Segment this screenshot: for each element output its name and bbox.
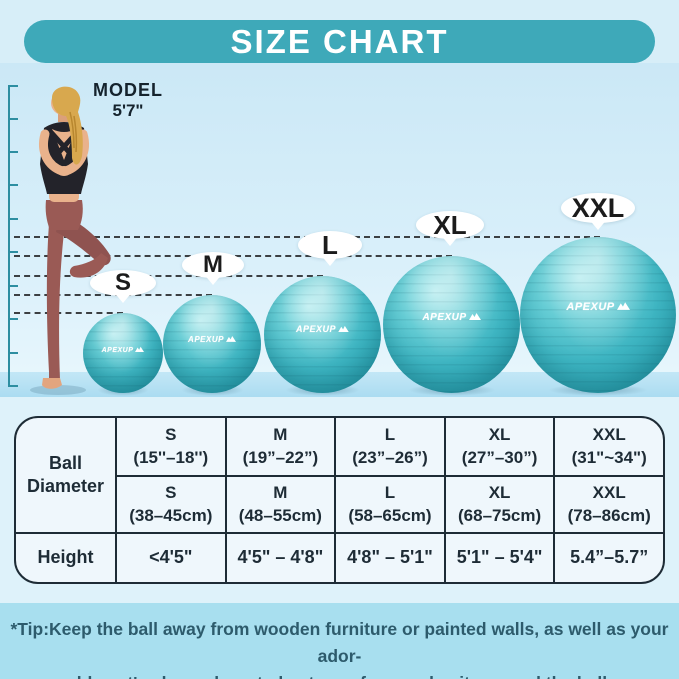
size-label: S — [114, 269, 131, 296]
brand-logo: APEXUP — [163, 335, 261, 344]
page-title: SIZE CHART — [230, 22, 449, 60]
tip-note: *Tip:Keep the ball away from wooden furn… — [0, 603, 679, 679]
tip-line1: *Tip:Keep the ball away from wooden furn… — [10, 619, 669, 667]
cell-m-cm: M (48–55cm) — [224, 475, 335, 532]
size-label: L — [322, 229, 338, 260]
ball-label-bubble-l: L — [298, 229, 362, 260]
size-name: M — [273, 425, 288, 445]
cell-xxl-cm: XXL (78–86cm) — [553, 475, 663, 532]
mountain-icon — [225, 336, 236, 343]
cm-range: (48–55cm) — [238, 505, 322, 525]
ball-label-bubble-m: M — [182, 251, 244, 278]
cell-s-cm: S (38–45cm) — [115, 475, 225, 532]
cm-range: (78–86cm) — [567, 505, 651, 525]
cm-range: (68–75cm) — [458, 505, 542, 525]
model-photo — [30, 86, 111, 395]
mountain-icon — [616, 302, 630, 310]
height-ruler — [8, 85, 18, 387]
brand-logo-text: APEXUP — [101, 346, 134, 354]
cm-range: (38–45cm) — [129, 505, 213, 525]
brand-logo: APEXUP — [264, 324, 381, 334]
brand-logo: APEXUP — [383, 312, 520, 323]
mountain-icon — [468, 313, 481, 321]
ball-label-bubble-xxl: XXL — [561, 193, 635, 223]
cell-l-inch: L (23”–26”) — [334, 418, 444, 475]
inch-range: (23”–26”) — [352, 447, 428, 467]
ball-label-bubble-s: S — [90, 269, 156, 296]
ball-l: APEXUP — [264, 276, 381, 393]
cell-xl-inch: XL (27”–30”) — [443, 418, 554, 475]
model-label-line1: MODEL — [93, 80, 163, 100]
cell-s-height: <4'5" — [115, 532, 225, 582]
ball-label-bubble-xl: XL — [416, 209, 484, 240]
size-label: XXL — [571, 192, 625, 223]
cm-range: (58–65cm) — [348, 505, 432, 525]
size-name: XL — [488, 425, 511, 445]
brand-logo: APEXUP — [520, 301, 676, 313]
cell-xl-height: 5'1" – 5'4" — [443, 532, 554, 582]
size-name: M — [273, 483, 288, 503]
guideline-l — [14, 275, 323, 277]
size-table: Ball Diameter S (15''–18'') M (19”–22”) … — [14, 416, 665, 584]
model-height-label: MODEL 5'7" — [83, 80, 173, 120]
size-name: XXL — [592, 483, 626, 503]
title-banner: SIZE CHART — [24, 20, 655, 63]
size-name: L — [384, 425, 396, 445]
mountain-icon — [135, 346, 145, 352]
size-name: S — [165, 483, 177, 503]
cell-m-height: 4'5" – 4'8" — [224, 532, 335, 582]
size-label: M — [203, 251, 223, 278]
cell-xl-cm: XL (68–75cm) — [443, 475, 554, 532]
cell-l-height: 4'8" – 5'1" — [334, 532, 444, 582]
mountain-icon — [338, 325, 349, 332]
ball-xl: APEXUP — [383, 256, 520, 393]
height-header-cell: Height — [16, 532, 115, 582]
inch-range: (27”–30”) — [461, 447, 538, 467]
cell-s-inch: S (15''–18'') — [115, 418, 225, 475]
cell-xxl-height: 5.4”–5.7” — [553, 532, 663, 582]
size-name: L — [384, 483, 396, 503]
table-section: Ball Diameter S (15''–18'') M (19”–22”) … — [0, 397, 679, 603]
size-label: XL — [433, 209, 467, 240]
size-name: S — [165, 425, 177, 445]
inch-range: (31"~34") — [571, 447, 647, 467]
diameter-header-cell: Ball Diameter — [26, 452, 105, 496]
cell-l-cm: L (58–65cm) — [334, 475, 444, 532]
size-name: XXL — [592, 425, 626, 445]
ball-s: APEXUP — [83, 313, 163, 393]
cell-m-inch: M (19”–22”) — [224, 418, 335, 475]
tip-line2: able pet's sharp claws to best care for … — [0, 670, 679, 679]
inch-range: (19”–22”) — [242, 447, 319, 467]
brand-logo-text: APEXUP — [188, 335, 224, 345]
guideline-s — [14, 312, 123, 314]
brand-logo-text: APEXUP — [295, 323, 336, 334]
brand-logo: APEXUP — [83, 346, 163, 354]
cell-xxl-inch: XXL (31"~34") — [553, 418, 663, 475]
size-name: XL — [488, 483, 511, 503]
size-comparison-scene: MODEL 5'7" APEXUP APEXUP APEXUP APEX — [0, 63, 679, 398]
model-label-line2: 5'7" — [112, 100, 144, 120]
brand-logo-text: APEXUP — [566, 300, 615, 313]
inch-range: (15''–18'') — [133, 447, 209, 467]
ball-xxl: APEXUP — [520, 237, 676, 393]
ball-m: APEXUP — [163, 295, 261, 393]
brand-logo-text: APEXUP — [422, 312, 467, 324]
